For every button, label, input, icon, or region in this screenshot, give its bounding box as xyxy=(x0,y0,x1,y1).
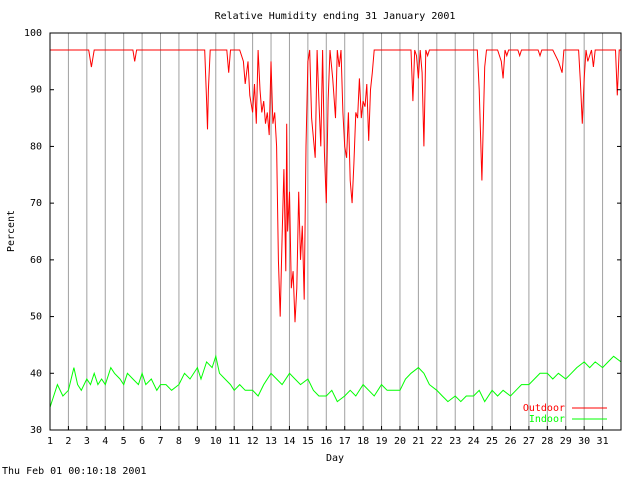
x-tick-label: 30 xyxy=(578,436,590,447)
x-tick-label: 31 xyxy=(597,436,609,447)
y-tick-label: 40 xyxy=(30,368,42,379)
grid-lines xyxy=(67,33,604,430)
x-tick-label: 22 xyxy=(431,436,443,447)
x-tick-label: 17 xyxy=(339,436,351,447)
x-tick-label: 6 xyxy=(139,436,145,447)
footer-timestamp: Thu Feb 01 00:10:18 2001 xyxy=(2,466,147,477)
plot-frame xyxy=(49,32,622,431)
x-tick-label: 5 xyxy=(121,436,127,447)
x-tick-label: 10 xyxy=(210,436,222,447)
x-tick-label: 23 xyxy=(449,436,461,447)
y-tick-label: 70 xyxy=(30,198,42,209)
x-tick-label: 20 xyxy=(394,436,406,447)
series-lines xyxy=(49,49,622,408)
x-tick-label: 7 xyxy=(158,436,164,447)
y-tick-label: 80 xyxy=(30,141,42,152)
x-tick-label: 3 xyxy=(84,436,90,447)
series-line-outdoor xyxy=(50,49,621,323)
x-tick-label: 28 xyxy=(541,436,553,447)
x-tick-label: 12 xyxy=(247,436,259,447)
x-tick-label: 2 xyxy=(65,436,71,447)
y-tick-label: 100 xyxy=(24,28,42,39)
x-tick-label: 8 xyxy=(176,436,182,447)
legend-label-outdoor: Outdoor xyxy=(523,403,565,414)
y-tick-label: 30 xyxy=(30,425,42,436)
x-tick-label: 13 xyxy=(265,436,277,447)
y-axis-ticks: 30 40 50 60 70 80 90 100 xyxy=(24,28,621,436)
x-tick-label: 15 xyxy=(302,436,314,447)
x-tick-label: 1 xyxy=(47,436,53,447)
x-axis-label: Day xyxy=(326,453,344,464)
x-tick-label: 4 xyxy=(102,436,108,447)
chart-title: Relative Humidity ending 31 January 2001 xyxy=(215,11,456,22)
x-tick-label: 14 xyxy=(283,436,295,447)
y-tick-label: 60 xyxy=(30,255,42,266)
series-line-indoor xyxy=(49,354,622,408)
x-tick-label: 11 xyxy=(228,436,240,447)
x-tick-label: 19 xyxy=(376,436,388,447)
x-tick-label: 24 xyxy=(468,436,480,447)
x-tick-label: 27 xyxy=(523,436,535,447)
y-tick-label: 50 xyxy=(30,312,42,323)
y-tick-label: 90 xyxy=(30,85,42,96)
x-tick-label: 25 xyxy=(486,436,498,447)
x-tick-label: 29 xyxy=(560,436,572,447)
x-tick-label: 16 xyxy=(320,436,332,447)
x-tick-label: 18 xyxy=(357,436,369,447)
y-axis-label: Percent xyxy=(6,210,17,252)
x-tick-label: 21 xyxy=(412,436,424,447)
x-tick-label: 9 xyxy=(194,436,200,447)
x-axis-ticks: 1 2 3 4 5 6 7 8 9 10 11 12 13 14 15 16 17 18 19 20 21 22 23 24 2… xyxy=(47,426,609,447)
legend-label-indoor: Indoor xyxy=(529,414,565,425)
x-tick-label: 26 xyxy=(504,436,516,447)
